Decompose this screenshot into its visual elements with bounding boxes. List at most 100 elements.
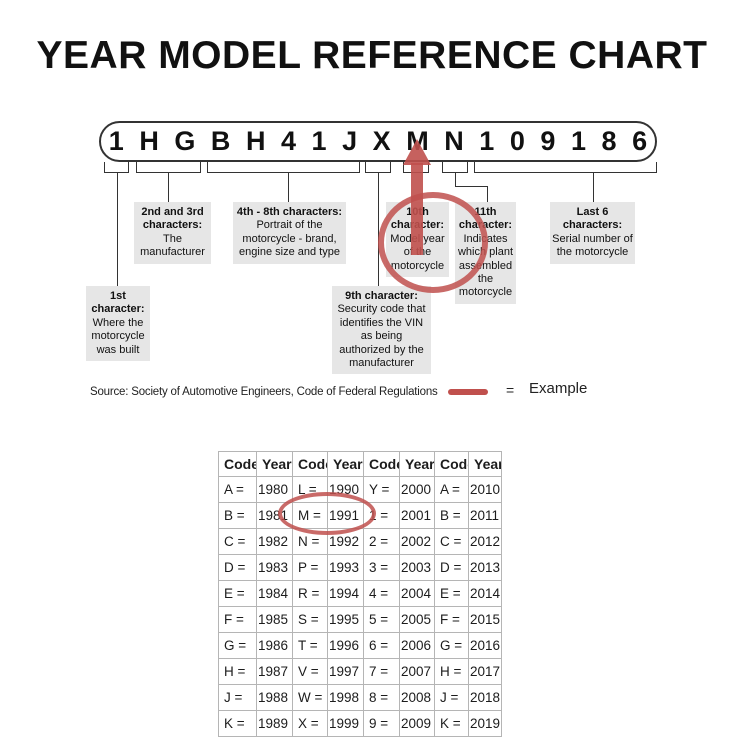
code-cell: 8 = [363,684,400,711]
table-row: K = 1989 X = 1999 9 = 2009 K = 2019 [218,710,502,737]
code-cell: C = [218,528,257,555]
code-cell: A = [434,476,469,503]
code-cell: J = [218,684,257,711]
year-cell: 1985 [256,606,293,633]
year-cell: 2001 [399,502,435,529]
bracket-char-9 [365,162,391,173]
col-header-code: Code [363,451,400,477]
callout-body: Portrait of the motorcycle - brand, engi… [239,219,340,259]
vin-char-9: X [372,126,391,156]
year-cell: 1982 [256,528,293,555]
year-cell: 1983 [256,554,293,581]
col-header-code: Code [292,451,328,477]
vin-char-1: 1 [108,126,124,156]
bracket-char-1 [104,162,129,173]
vin-char-17: 6 [632,126,648,156]
year-cell: 1995 [327,606,364,633]
callout-9th-character: 9th character: Security code that identi… [332,286,431,375]
connector-chars-4-8 [288,173,289,202]
vin-char-7: 1 [311,126,327,156]
code-cell: 2 = [363,528,400,555]
code-cell: W = [292,684,328,711]
legend-equals: = [506,382,515,398]
code-cell: 5 = [363,606,400,633]
vin-char-2: H [139,126,159,156]
callout-heading: 2nd and 3rd characters: [141,206,204,232]
bracket-last-6 [474,162,657,173]
code-cell: H = [218,658,257,685]
code-cell: F = [434,606,469,633]
year-cell: 2003 [399,554,435,581]
year-cell: 2014 [468,580,502,607]
year-cell: 1993 [327,554,364,581]
callout-heading: 9th character: [345,290,418,302]
code-cell: J = [434,684,469,711]
code-cell: F = [218,606,257,633]
year-cell: 2000 [399,476,435,503]
year-code-table: Code Year Code Year Code Year Code Year … [218,451,502,737]
source-text: Source: Society of Automotive Engineers,… [90,386,438,398]
year-cell: 2008 [399,684,435,711]
page-title: YEAR MODEL REFERENCE CHART [36,34,708,77]
year-cell: 2010 [468,476,502,503]
year-cell: 1989 [256,710,293,737]
year-cell: 1986 [256,632,293,659]
bracket-char-11 [442,162,468,173]
year-cell: 2006 [399,632,435,659]
table-row: J = 1988 W = 1998 8 = 2008 J = 2018 [218,684,502,711]
code-cell: R = [292,580,328,607]
vin-char-11: N [444,126,464,156]
callout-heading: 4th - 8th characters: [236,206,343,218]
vin-char-8: J [342,126,358,156]
code-cell: 7 = [363,658,400,685]
vin-char-4: B [210,126,231,156]
connector-char-1 [117,173,118,286]
vin-char-14: 9 [540,126,556,156]
code-cell: D = [218,554,257,581]
year-cell: 1994 [327,580,364,607]
year-cell: 1987 [256,658,293,685]
year-cell: 2002 [399,528,435,555]
code-cell: 9 = [363,710,400,737]
code-cell: 4 = [363,580,400,607]
code-cell: G = [434,632,469,659]
col-header-code: Code [434,451,469,477]
connector-chars-2-3 [168,173,169,202]
year-cell: 1996 [327,632,364,659]
code-cell: K = [218,710,257,737]
table-header-row: Code Year Code Year Code Year Code Year [218,451,502,477]
year-cell: 2018 [468,684,502,711]
year-cell: 2015 [468,606,502,633]
year-cell: 1998 [327,684,364,711]
code-cell: S = [292,606,328,633]
table-row: H = 1987 V = 1997 7 = 2007 H = 2017 [218,658,502,685]
code-cell: 3 = [363,554,400,581]
year-cell: 2019 [468,710,502,737]
vin-char-16: 8 [601,126,617,156]
table-row: E = 1984 R = 1994 4 = 2004 E = 2014 [218,580,502,607]
table-row: D = 1983 P = 1993 3 = 2003 D = 2013 [218,554,502,581]
year-cell: 2011 [468,502,502,529]
year-cell: 2012 [468,528,502,555]
vin-box: 1 H G B H 4 1 J X M N 1 0 9 1 8 6 [99,121,657,162]
code-cell: K = [434,710,469,737]
code-cell: V = [292,658,328,685]
callout-1st-character: 1st character: Where the motorcycle was … [86,286,150,362]
year-cell: 2016 [468,632,502,659]
code-cell: 6 = [363,632,400,659]
code-cell: T = [292,632,328,659]
year-cell: 1999 [327,710,364,737]
bracket-chars-2-3 [136,162,201,173]
vin-char-13: 0 [509,126,525,156]
code-cell: X = [292,710,328,737]
code-cell: E = [434,580,469,607]
connector-char-11-a [455,173,456,186]
callout-body: Where the motorcycle was built [91,316,145,356]
code-cell: E = [218,580,257,607]
vin-char-6: 4 [280,126,296,156]
legend-label: Example [529,380,588,397]
code-cell: H = [434,658,469,685]
code-cell: B = [434,502,469,529]
col-header-code: Code [218,451,257,477]
